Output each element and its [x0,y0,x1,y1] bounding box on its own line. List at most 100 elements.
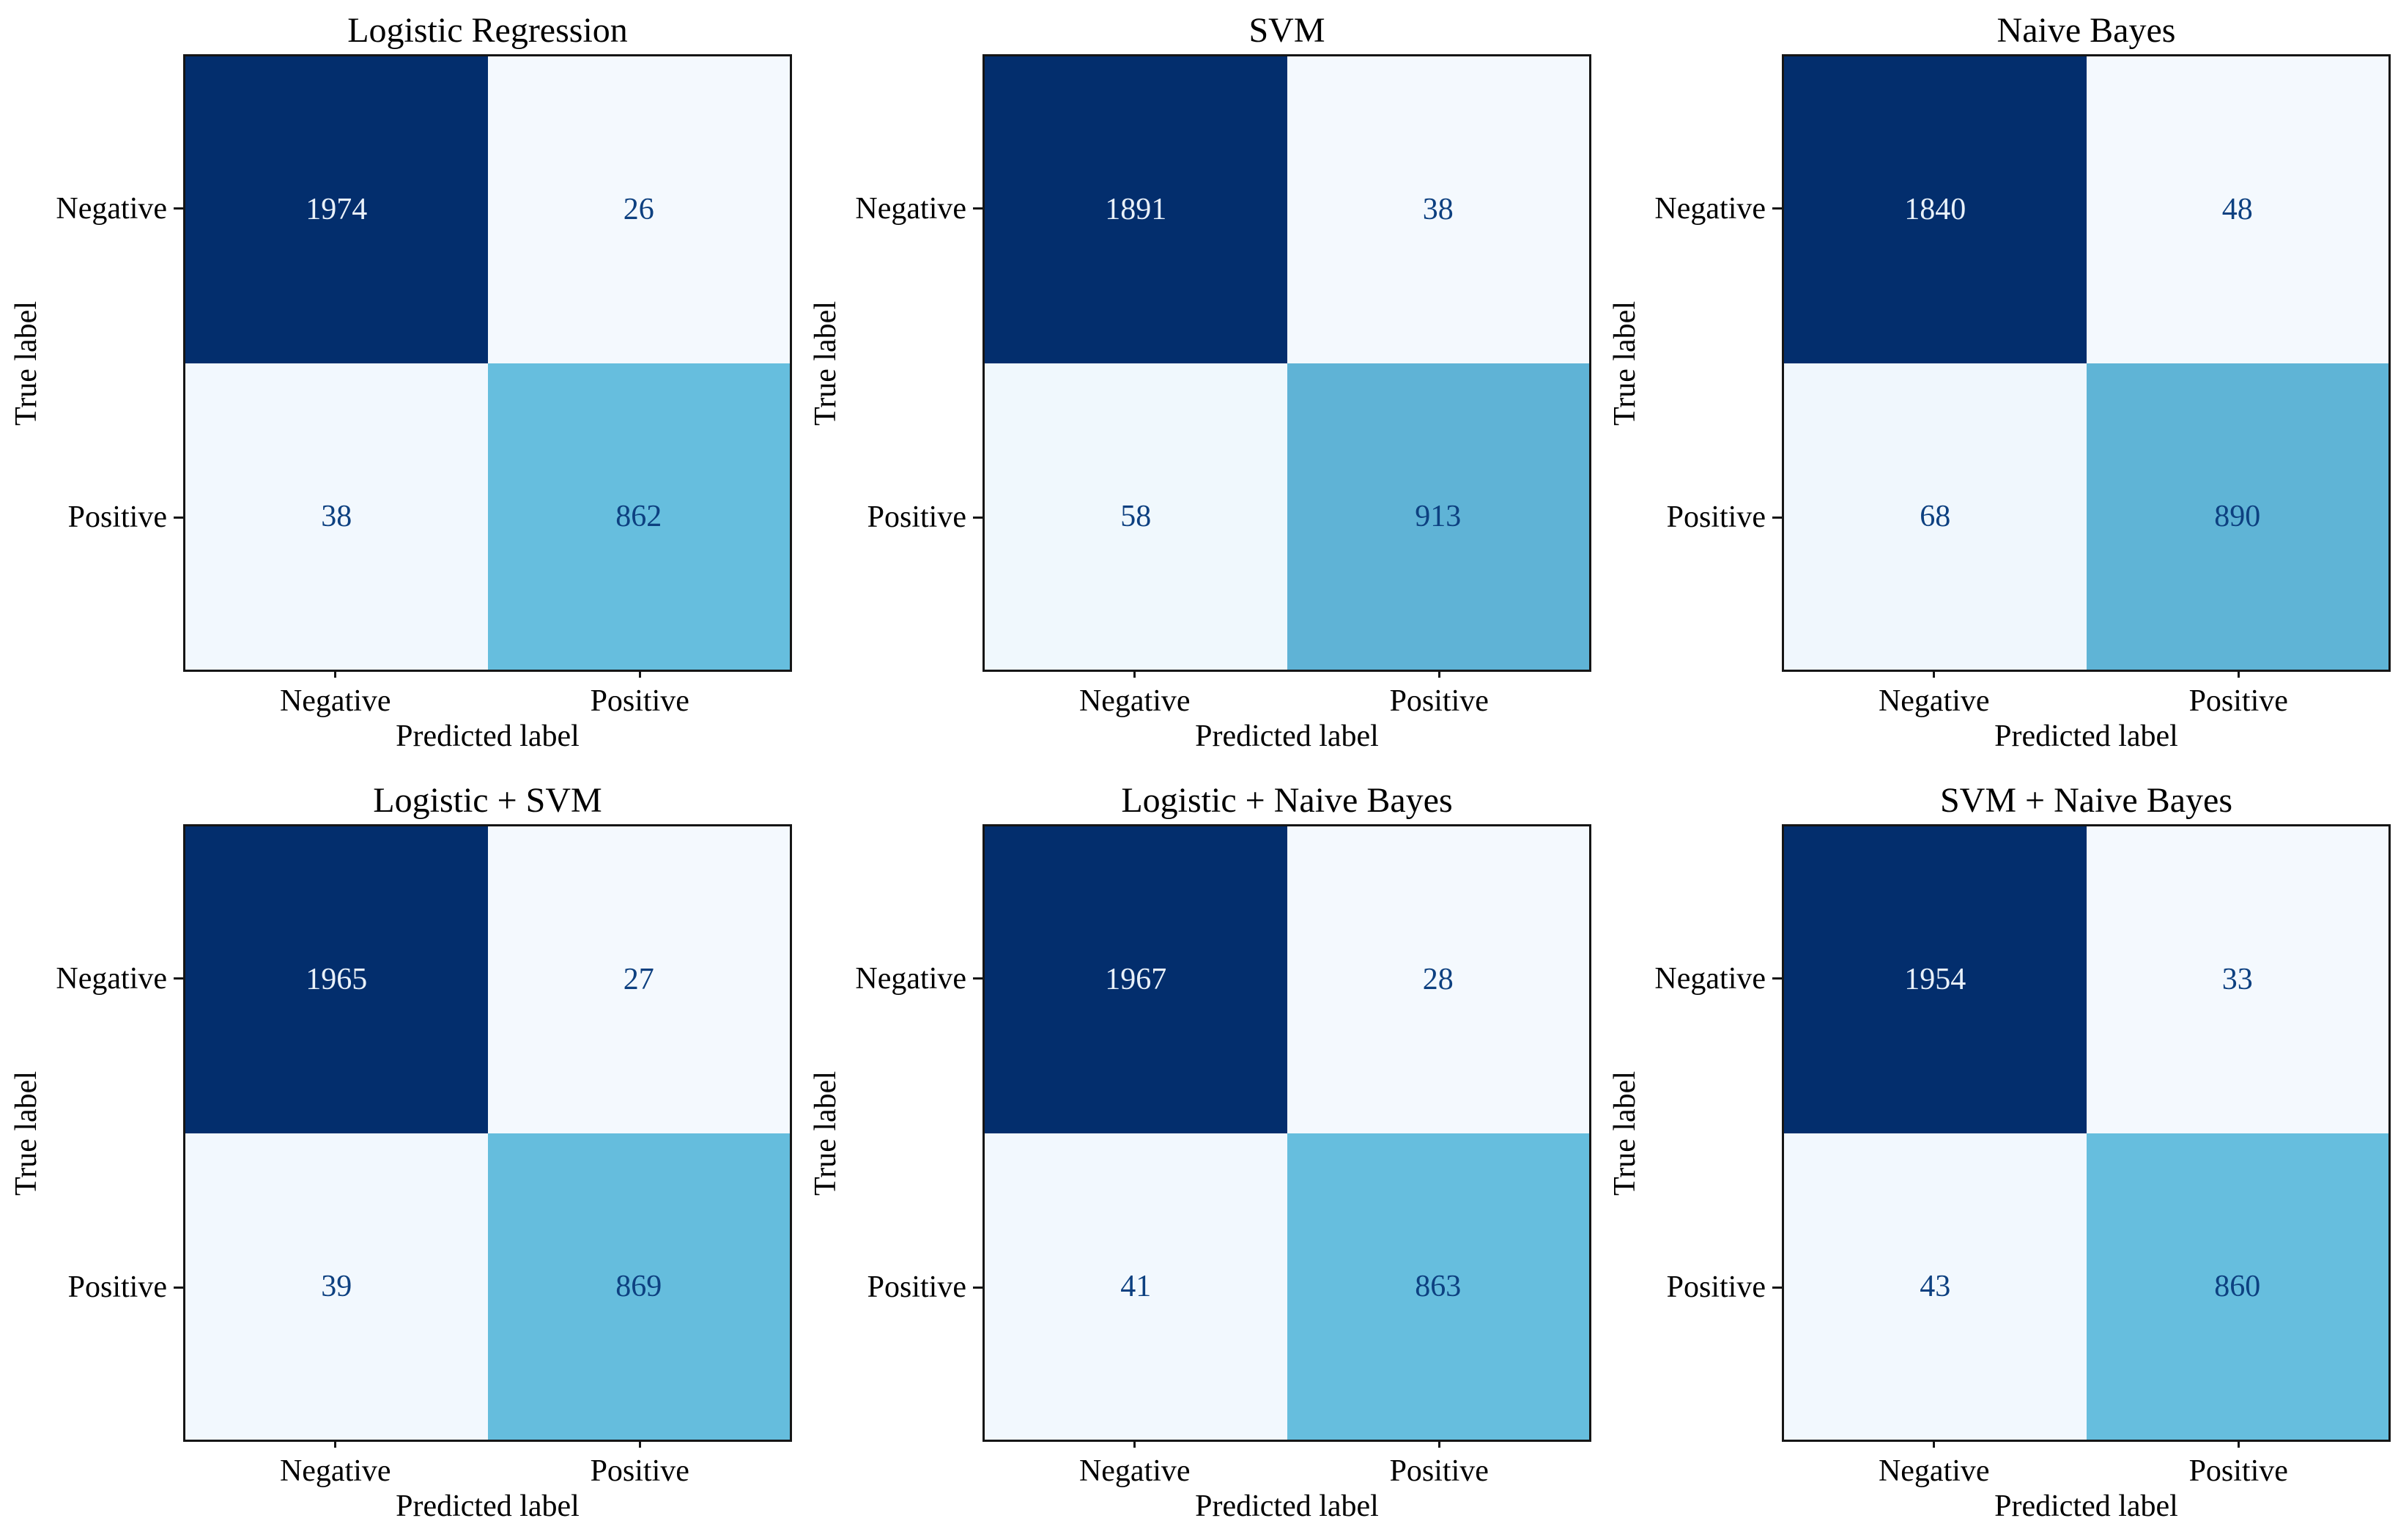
heatmap-grid: 1954 33 43 860 [1782,824,2391,1442]
cell-value: 890 [2214,499,2261,533]
y-tick-label-negative: Negative [852,54,982,363]
y-tick-label-positive: Positive [1651,363,1782,673]
x-axis-label: Predicted label [1195,719,1379,753]
x-tick-label-negative: Negative [1782,672,2087,719]
x-tick-label-positive: Positive [488,672,793,719]
y-tick-label-positive: Positive [53,1133,183,1443]
y-tick-label-positive: Positive [1651,1133,1782,1443]
y-axis-label: True label [0,54,53,672]
y-axis-label-text: True label [809,300,843,426]
panel-title: Logistic + SVM [373,780,602,820]
matrix-cell-false-positive: 38 [1287,56,1589,363]
matrix-cell-true-positive: 860 [2086,1133,2388,1440]
y-tick-labels: Negative Positive [53,54,183,672]
matrix-cell-false-negative: 43 [1784,1133,2087,1440]
x-axis-label: Predicted label [1195,1489,1379,1523]
x-tick-labels: Negative Positive [1782,672,2391,719]
y-tick-label-negative: Negative [53,54,183,363]
y-tick-labels: Negative Positive [852,824,982,1442]
matrix-cell-false-negative: 38 [185,363,488,670]
matrix-cell-true-negative: 1974 [185,56,488,363]
cell-value: 38 [321,499,352,533]
heatmap-grid: 1965 27 39 869 [183,824,792,1442]
x-tick-label-positive: Positive [1287,1442,1592,1489]
y-axis-label-text: True label [1608,300,1642,426]
panel-title: SVM [1248,10,1325,50]
matrix-cell-true-negative: 1967 [985,826,1287,1133]
matrix-cell-false-negative: 58 [985,363,1287,670]
y-tick-label-negative: Negative [53,824,183,1133]
y-axis-label: True label [1599,824,1651,1442]
cell-value: 39 [321,1269,352,1303]
cell-value: 1965 [306,963,368,997]
cell-value: 860 [2214,1269,2261,1303]
cell-value: 27 [623,963,654,997]
y-axis-label: True label [1599,54,1651,672]
cell-value: 33 [2221,963,2253,997]
confusion-matrix-panel: Logistic + SVM True label Negative Posit… [0,770,799,1540]
matrix-cell-false-positive: 27 [487,826,790,1133]
cell-value: 41 [1120,1269,1152,1303]
x-tick-labels: Negative Positive [982,1442,1591,1489]
cell-value: 1967 [1105,963,1167,997]
matrix-cell-false-positive: 33 [2086,826,2388,1133]
x-tick-label-negative: Negative [1782,1442,2087,1489]
y-tick-label-positive: Positive [53,363,183,673]
y-tick-labels: Negative Positive [53,824,183,1442]
confusion-matrix-panel: Logistic Regression True label Negative … [0,0,799,770]
x-tick-label-negative: Negative [183,672,488,719]
x-tick-label-negative: Negative [982,672,1287,719]
matrix-cell-true-positive: 890 [2086,363,2388,670]
y-axis-label: True label [799,54,852,672]
x-tick-labels: Negative Positive [183,1442,792,1489]
x-tick-labels: Negative Positive [1782,1442,2391,1489]
matrix-cell-true-positive: 869 [487,1133,790,1440]
y-tick-label-negative: Negative [852,824,982,1133]
cell-value: 913 [1415,499,1462,533]
cell-value: 1974 [306,193,368,227]
confusion-matrix-panel: Naive Bayes True label Negative Positive… [1599,0,2398,770]
x-tick-labels: Negative Positive [982,672,1591,719]
panel-title: Logistic Regression [347,10,628,50]
matrix-cell-true-positive: 863 [1287,1133,1589,1440]
y-axis-label-text: True label [809,1070,843,1196]
x-tick-label-negative: Negative [982,1442,1287,1489]
cell-value: 43 [1920,1269,1951,1303]
heatmap-grid: 1840 48 68 890 [1782,54,2391,672]
y-axis-label-text: True label [1608,1070,1642,1196]
y-axis-label: True label [0,824,53,1442]
heatmap-grid: 1967 28 41 863 [982,824,1591,1442]
x-axis-label: Predicted label [1994,719,2178,753]
y-tick-label-positive: Positive [852,363,982,673]
y-tick-label-positive: Positive [852,1133,982,1443]
cell-value: 1891 [1105,193,1167,227]
heatmap-grid: 1974 26 38 862 [183,54,792,672]
cell-value: 1840 [1904,193,1966,227]
matrix-cell-true-negative: 1891 [985,56,1287,363]
matrix-cell-false-negative: 39 [185,1133,488,1440]
x-axis-label: Predicted label [396,719,580,753]
x-axis-label: Predicted label [396,1489,580,1523]
matrix-cell-false-positive: 48 [2086,56,2388,363]
matrix-cell-true-positive: 913 [1287,363,1589,670]
cell-value: 863 [1415,1269,1462,1303]
matrix-cell-true-negative: 1840 [1784,56,2087,363]
matrix-cell-true-negative: 1954 [1784,826,2087,1133]
matrix-cell-false-negative: 68 [1784,363,2087,670]
x-tick-label-positive: Positive [1287,672,1592,719]
matrix-cell-false-negative: 41 [985,1133,1287,1440]
matrix-cell-true-positive: 862 [487,363,790,670]
y-tick-labels: Negative Positive [852,54,982,672]
cell-value: 38 [1422,193,1454,227]
confusion-matrix-panel: Logistic + Naive Bayes True label Negati… [799,770,1599,1540]
x-tick-label-positive: Positive [488,1442,793,1489]
cell-value: 48 [2221,193,2253,227]
x-axis-label: Predicted label [1994,1489,2178,1523]
y-axis-label: True label [799,824,852,1442]
cell-value: 26 [623,193,654,227]
y-axis-label-text: True label [10,300,43,426]
confusion-matrix-panel: SVM True label Negative Positive 1891 38… [799,0,1599,770]
y-tick-labels: Negative Positive [1651,54,1782,672]
cell-value: 68 [1920,499,1951,533]
